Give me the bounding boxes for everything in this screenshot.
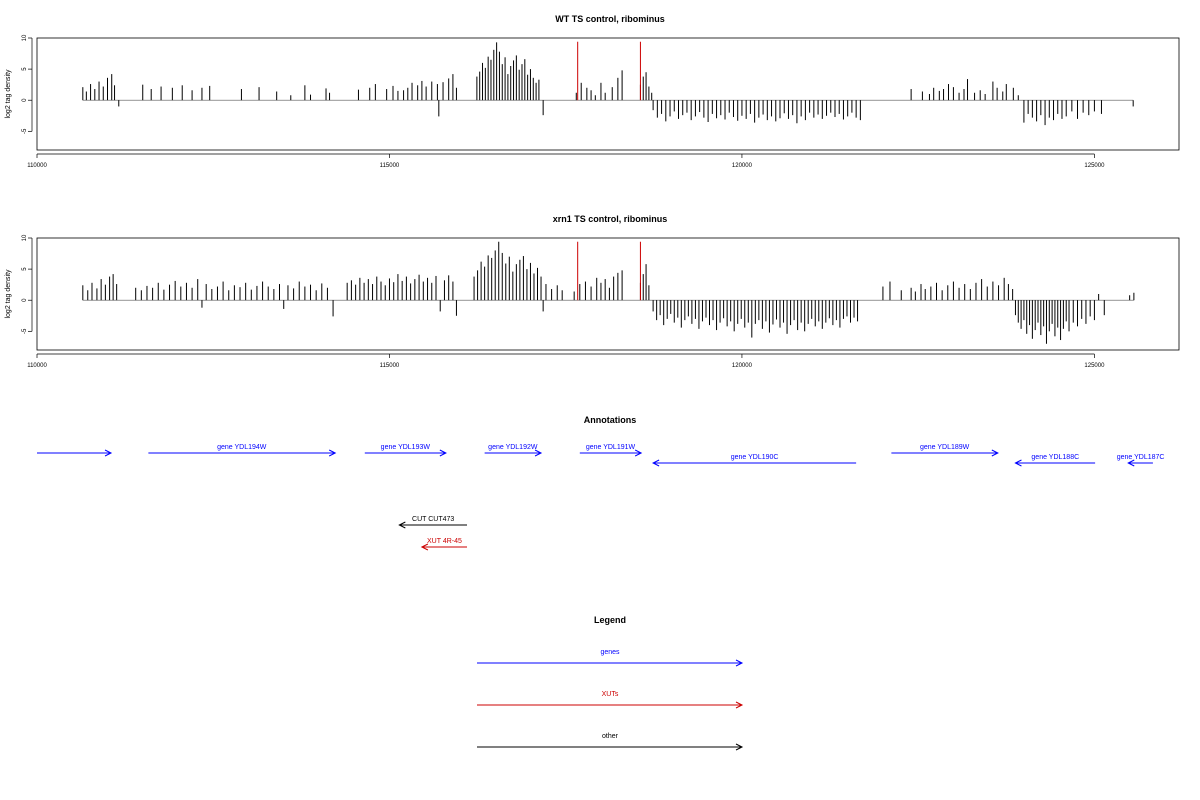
annotation-feature: gene YDL187C [1117,454,1165,467]
annotation-label: gene YDL187C [1117,454,1165,461]
annotation-arrow-head [420,543,429,551]
xrn1-y-tick-label: 0 [22,298,28,302]
annotation-arrow-head [1127,459,1135,467]
legend-item-genes: genes [477,649,744,667]
legend-label: XUTs [602,691,619,698]
annotation-label: gene YDL188C [1031,454,1079,461]
wt-y-tick-label: -5 [22,128,28,134]
legend-panel: Legend genes XUTs other [477,615,744,751]
annotation-arrow-head [104,449,113,457]
legend-items: genes XUTs other [477,649,744,751]
annotation-label: gene YDL189W [920,444,970,451]
wt-x-tick-label: 110000 [27,163,47,169]
wt-bars [82,41,1134,126]
annotation-arrow-head [991,449,999,457]
legend-arrow-head [735,743,744,751]
wt-x-tick-label: 120000 [732,163,753,169]
legend-item-xuts: XUTs [477,691,744,709]
annotation-arrow-head [1014,459,1022,467]
wt-x-tick-label: 125000 [1084,163,1105,169]
xrn1-track-panel: xrn1 TS control, ribominus log2 tag dens… [5,214,1180,369]
xrn1-x-tick-label: 115000 [380,363,400,369]
legend-label: genes [600,649,620,656]
annotation-feature: gene YDL193W [364,444,447,457]
wt-track-title: WT TS control, ribominus [555,14,665,24]
annotation-label: gene YDL194W [217,444,267,451]
annotation-feature: gene YDL192W [484,444,543,457]
xrn1-y-tick-label: 5 [22,267,28,271]
wt-axes: -5 0 5 10 110000 115000 120000 125000 [22,34,1105,169]
xrn1-y-axis-label: log2 tag density [5,269,12,319]
annotation-arrow-head [439,449,447,457]
wt-track-panel: WT TS control, ribominus log2 tag densit… [5,14,1180,169]
xrn1-x-tick-label: 120000 [732,363,753,369]
wt-y-tick-label: 5 [22,67,28,71]
annotation-feature: gene YDL189W [891,444,999,457]
annotation-label: gene YDL192W [488,444,538,451]
annotation-feature: gene YDL194W [148,444,337,457]
annotations-title: Annotations [584,415,637,425]
annotation-label: XUT 4R-45 [427,538,462,545]
annotation-arrow-head [651,459,660,467]
legend-label: other [602,733,619,740]
annotation-feature: gene YDL190C [651,454,857,467]
legend-arrow-head [735,659,744,667]
annotation-feature: XUT 4R-45 [420,538,468,551]
legend-item-other: other [477,733,744,751]
xrn1-x-tick-label: 110000 [27,363,47,369]
xrn1-x-tick-label: 125000 [1084,363,1105,369]
annotation-label: gene YDL191W [586,444,636,451]
xrn1-track-title: xrn1 TS control, ribominus [553,214,668,224]
annotation-feature: gene YDL191W [579,444,643,457]
annotation-features: gene YDL194W gene YDL193W gene YDL192W gene… [37,444,1165,551]
wt-y-tick-label: 10 [22,34,28,41]
annotation-arrow-head [328,449,337,457]
annotation-label: gene YDL190C [731,454,779,461]
legend-title: Legend [594,615,626,625]
annotation-feature: CUT CUT473 [398,516,468,529]
annotation-label: gene YDL193W [381,444,431,451]
annotation-arrow-head [398,521,406,529]
legend-arrow-head [735,701,744,709]
wt-plot-frame [36,37,1180,151]
annotation-label: CUT CUT473 [412,516,454,523]
annotation-feature: gene YDL188C [1014,454,1096,467]
xrn1-y-tick-label: -5 [22,328,28,334]
wt-y-axis-label: log2 tag density [5,69,12,119]
wt-y-tick-label: 0 [22,98,28,102]
annotation-feature [37,449,113,457]
xrn1-bars [82,241,1135,344]
xrn1-axes: -5 0 5 10 110000 115000 120000 125000 [22,234,1105,369]
annotation-arrow-head [534,449,543,457]
annotations-panel: Annotations gene YDL194W gene YDL193W gene… [37,415,1165,551]
annotation-arrow-head [634,449,643,457]
wt-x-tick-label: 115000 [380,163,400,169]
xrn1-y-tick-label: 10 [22,234,28,241]
xrn1-plot-frame [36,237,1180,351]
